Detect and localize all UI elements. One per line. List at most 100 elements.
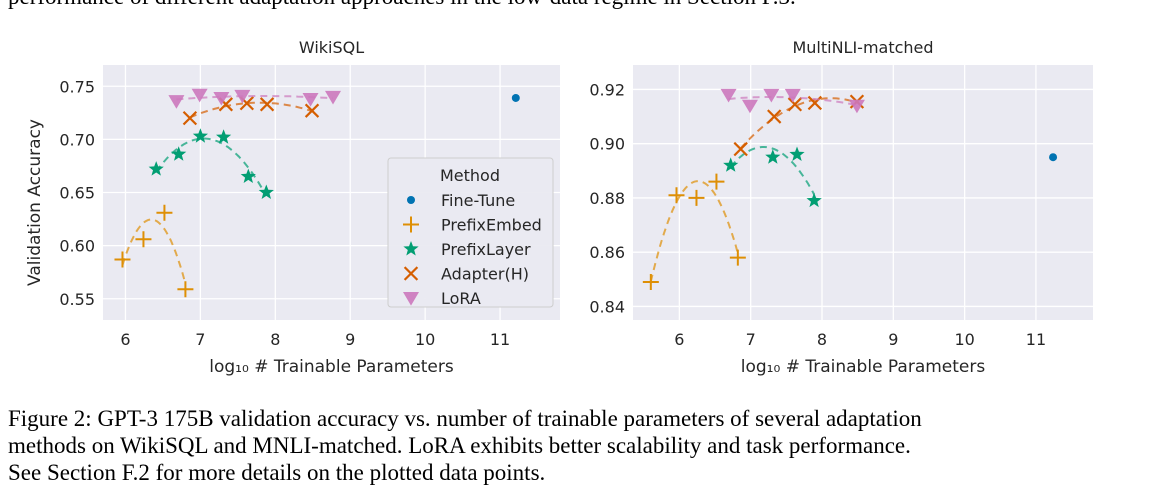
x-tick-label: 8 — [270, 330, 280, 349]
data-point — [156, 204, 173, 221]
x-axis-label: log₁₀ # Trainable Parameters — [209, 357, 454, 377]
data-point — [723, 157, 739, 172]
data-point — [733, 141, 748, 157]
y-tick-label: 0.65 — [59, 184, 95, 203]
data-point — [784, 88, 801, 103]
data-point — [765, 149, 781, 164]
data-point — [642, 274, 659, 291]
data-point — [135, 231, 152, 248]
x-tick-label: 6 — [674, 330, 684, 349]
data-point — [182, 110, 198, 126]
x-tick-label: 10 — [954, 330, 974, 349]
data-point — [302, 93, 319, 107]
data-point — [763, 88, 780, 103]
legend-entry-label: PrefixEmbed — [441, 216, 542, 235]
data-point — [848, 99, 865, 114]
data-point — [787, 97, 803, 112]
data-point — [168, 95, 185, 109]
trend-line — [121, 218, 187, 284]
data-point — [304, 103, 320, 118]
legend-marker-x-icon — [403, 266, 419, 281]
data-point — [324, 90, 341, 105]
x-tick-label: 9 — [345, 330, 355, 349]
data-point — [806, 192, 822, 208]
legend: Method Fine-Tune PrefixEmbed PrefixLayer Ada… — [387, 157, 554, 308]
data-point — [114, 251, 131, 268]
y-tick-label: 0.90 — [589, 135, 625, 154]
y-tick-label: 0.92 — [589, 80, 625, 99]
data-point — [1049, 153, 1058, 162]
plot-area — [633, 65, 1093, 320]
y-tick-label: 0.88 — [589, 189, 625, 208]
x-tick-label: 8 — [817, 330, 827, 349]
y-tick-label: 0.55 — [59, 290, 95, 309]
chart-title: WikiSQL — [299, 38, 364, 57]
caption-line-3: See Section F.2 for more details on the … — [8, 460, 545, 485]
trend-line — [155, 137, 268, 197]
series-prefixembed — [114, 204, 194, 298]
data-point — [258, 184, 274, 199]
x-tick-label: 10 — [415, 330, 435, 349]
y-tick-label: 0.86 — [589, 243, 625, 262]
legend-marker-star-icon — [403, 241, 419, 256]
data-point — [192, 128, 208, 143]
data-point — [259, 97, 275, 112]
trend-line — [189, 101, 313, 119]
data-point — [741, 99, 758, 114]
data-point — [171, 146, 187, 161]
chart-title: MultiNLI-matched — [792, 38, 933, 57]
y-tick-label: 0.84 — [589, 297, 625, 316]
data-point — [511, 93, 520, 102]
series-lora — [720, 88, 865, 114]
caption-line-2: methods on WikiSQL and MNLI-matched. LoR… — [8, 433, 911, 458]
chart-1: 6 7 8 9 10 11 0.55 0.60 0.65 0.70 0.75 WikiSQL log₁₀… — [25, 38, 560, 377]
data-point — [148, 161, 164, 176]
y-tick-label: 0.60 — [59, 237, 95, 256]
data-point — [234, 89, 251, 104]
legend-entry-label: PrefixLayer — [441, 240, 531, 259]
data-point — [708, 173, 725, 190]
y-tick-label: 0.70 — [59, 130, 95, 149]
data-point — [668, 187, 685, 204]
top-text: performance of different adaptation appr… — [8, 0, 796, 9]
series-adapter-h- — [182, 96, 320, 126]
series-fine-tune — [511, 93, 520, 102]
data-point — [789, 146, 805, 161]
chart-2: 6 7 8 9 10 11 0.84 0.86 0.88 0.90 0.92 MultiNLI-mat… — [589, 38, 1093, 377]
legend-entry-label: Fine-Tune — [441, 191, 515, 210]
series-prefixembed — [642, 173, 746, 291]
x-tick-label: 9 — [888, 330, 898, 349]
x-tick-label: 11 — [490, 330, 510, 349]
data-point — [688, 189, 705, 206]
trend-line — [176, 95, 334, 101]
y-axis-label: Validation Accuracy — [25, 119, 45, 286]
data-point — [191, 88, 208, 103]
series-fine-tune — [1049, 153, 1058, 162]
data-point — [216, 129, 232, 144]
legend-entry-label: LoRA — [441, 289, 481, 308]
legend-marker-plus-icon — [403, 216, 419, 233]
caption-line-1: Figure 2: GPT-3 175B validation accuracy… — [8, 406, 922, 431]
series-prefixlayer — [723, 146, 822, 208]
series-lora — [168, 88, 341, 109]
trend-line — [649, 180, 739, 282]
x-tick-label: 11 — [1026, 330, 1046, 349]
trend-line — [729, 146, 815, 195]
data-point — [767, 109, 782, 124]
x-tick-label: 7 — [195, 330, 205, 349]
data-point — [720, 88, 737, 103]
x-tick-label: 7 — [746, 330, 756, 349]
data-point — [729, 249, 746, 266]
series-prefixlayer — [148, 128, 274, 199]
x-tick-label: 6 — [120, 330, 130, 349]
data-point — [177, 281, 194, 298]
data-point — [213, 91, 230, 106]
data-point — [240, 168, 256, 183]
legend-entry-label: Adapter(H) — [441, 265, 529, 284]
trend-line — [739, 97, 858, 149]
legend-marker-triangle-down-icon — [403, 292, 419, 306]
legend-marker-circle-icon — [407, 196, 415, 204]
legend-title: Method — [440, 166, 500, 185]
y-tick-label: 0.75 — [59, 77, 95, 96]
